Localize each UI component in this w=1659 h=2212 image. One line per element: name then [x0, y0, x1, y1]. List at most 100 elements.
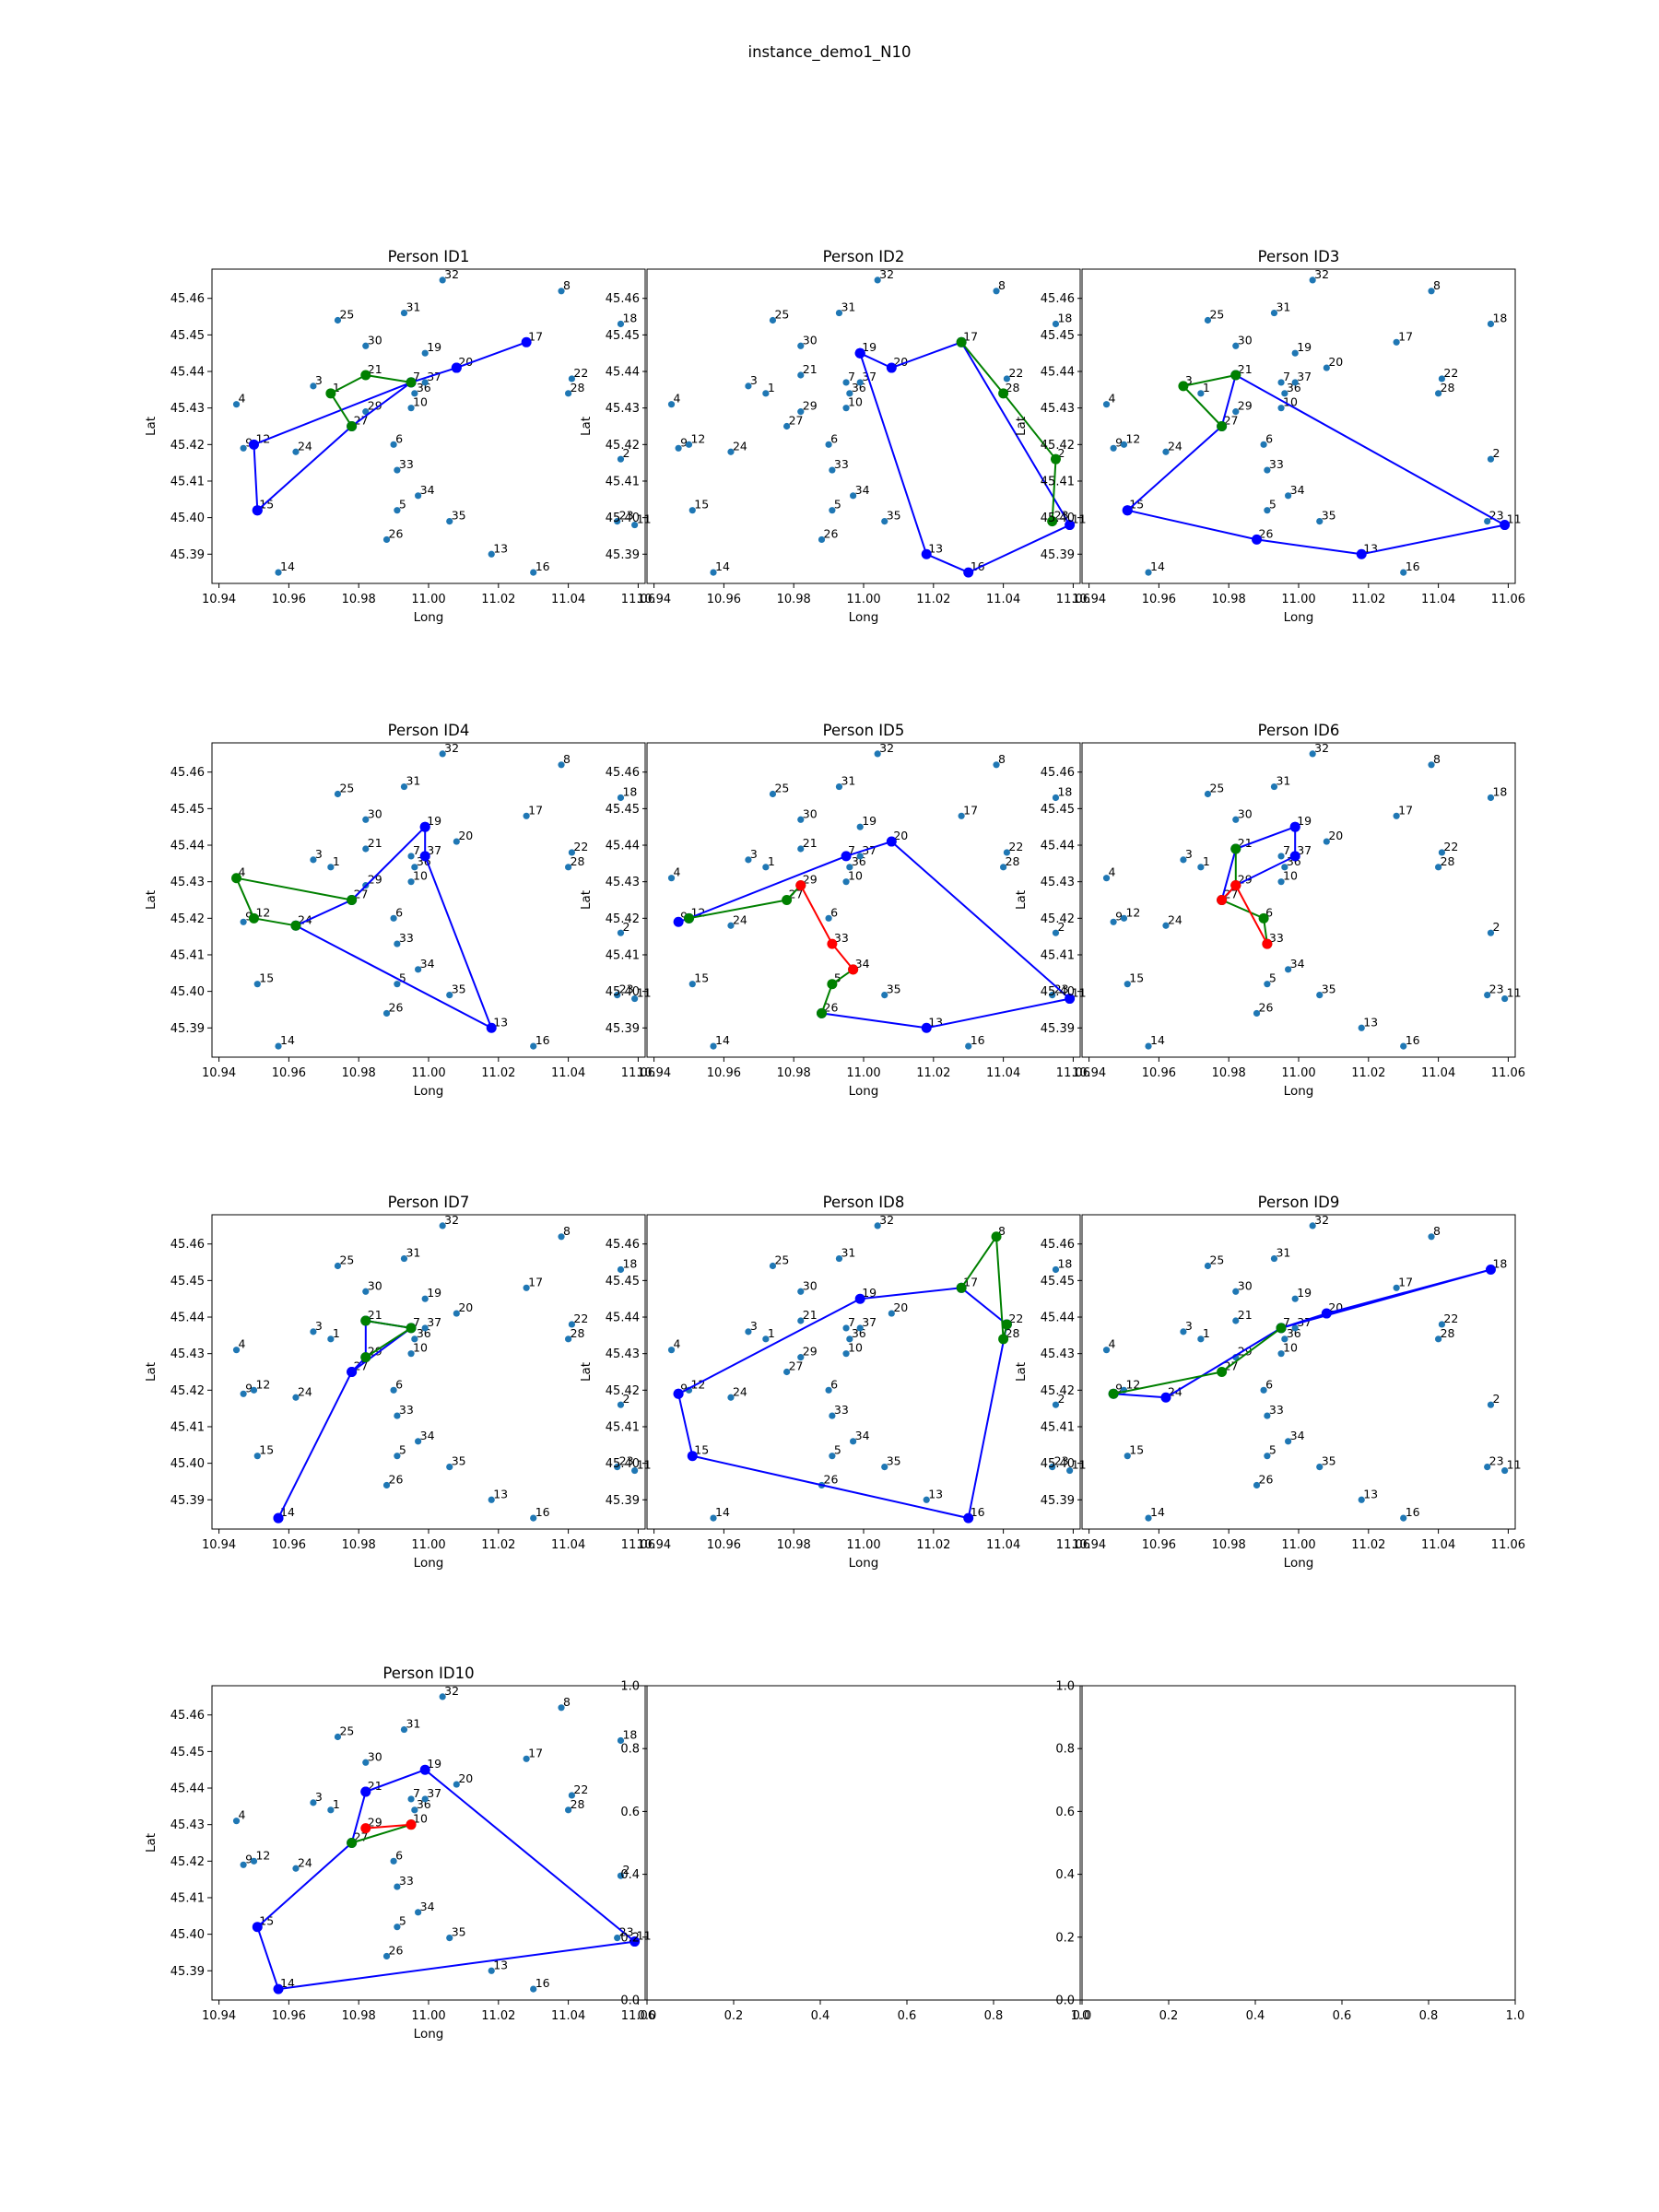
- location-label: 16: [1406, 1033, 1420, 1047]
- location-label: 24: [1168, 912, 1182, 926]
- y-tick-label: 45.42: [1041, 439, 1075, 453]
- location-label: 10: [1283, 395, 1298, 409]
- location-label: 11: [1072, 512, 1087, 526]
- location-point: [1323, 838, 1330, 845]
- location-point: [762, 1335, 770, 1343]
- y-tick-label: 0.4: [1055, 1868, 1075, 1882]
- location-label: 16: [1406, 559, 1420, 573]
- y-tick-label: 0.2: [620, 1931, 640, 1945]
- green-segment-marker: [1276, 1323, 1287, 1334]
- x-axis-label: Long: [1284, 1556, 1314, 1571]
- location-label: 14: [1150, 1505, 1165, 1519]
- y-tick-label: 0.4: [620, 1868, 640, 1882]
- location-label: 4: [674, 392, 681, 406]
- location-point: [1145, 1514, 1152, 1522]
- location-label: 3: [315, 373, 323, 387]
- location-label: 8: [1433, 752, 1441, 766]
- y-tick-label: 45.39: [171, 548, 205, 562]
- location-label: 16: [1406, 1505, 1420, 1519]
- location-label: 26: [389, 526, 404, 540]
- location-point: [240, 1861, 247, 1868]
- location-label: 8: [998, 752, 1006, 766]
- location-label: 30: [803, 333, 818, 347]
- location-label: 33: [399, 1874, 414, 1888]
- y-tick-label: 45.39: [171, 1022, 205, 1036]
- location-point: [1180, 1328, 1187, 1335]
- green-segment-marker: [991, 1231, 1002, 1242]
- subplot-title: Person ID9: [1258, 1194, 1340, 1211]
- location-label: 14: [280, 1033, 295, 1047]
- location-label: 17: [963, 803, 978, 817]
- green-segment-marker: [406, 1323, 417, 1334]
- location-point: [1316, 1463, 1324, 1471]
- subplot-title: Person ID5: [823, 722, 905, 739]
- x-tick-label: 1.0: [1071, 2009, 1090, 2023]
- green-segment: [329, 374, 412, 428]
- x-tick-label: 11.06: [1056, 1538, 1090, 1552]
- location-label: 6: [1265, 431, 1273, 445]
- location-point: [1264, 981, 1271, 988]
- y-tick-label: 45.46: [171, 292, 205, 306]
- green-segment-marker: [1047, 516, 1058, 527]
- location-point: [993, 761, 1000, 769]
- x-tick-label: 0.8: [1419, 2009, 1439, 2023]
- y-tick-label: 45.42: [606, 912, 640, 926]
- location-point: [530, 1985, 537, 1993]
- empty-subplot-2: 0.0 0.2 0.4 0.6 0.8 1.00.00.20.40.60.81.0: [1055, 1680, 1524, 2024]
- x-tick-label: 0.6: [1333, 2009, 1352, 2023]
- location-point: [1232, 342, 1240, 349]
- location-label: 3: [1185, 1319, 1193, 1333]
- location-label: 3: [750, 847, 758, 861]
- x-tick-label: 11.02: [916, 1538, 950, 1552]
- route-path-marker: [1485, 1264, 1496, 1275]
- location-point: [411, 1806, 418, 1814]
- green-segment-marker: [360, 1315, 371, 1326]
- location-point: [617, 794, 625, 802]
- location-label: 8: [563, 1695, 571, 1709]
- location-label: 13: [493, 1958, 508, 1971]
- green-segment-marker: [1001, 1319, 1012, 1330]
- location-point: [881, 1463, 888, 1471]
- location-label: 33: [399, 1403, 414, 1417]
- location-label: 21: [368, 362, 382, 376]
- red-segment: [1234, 885, 1268, 945]
- location-label: 34: [420, 1429, 435, 1442]
- location-label: 32: [444, 1213, 459, 1227]
- location-point: [614, 1934, 621, 1942]
- location-label: 13: [928, 1487, 943, 1500]
- location-label: 25: [774, 308, 789, 322]
- route-path-marker: [1500, 520, 1511, 531]
- location-point: [394, 466, 401, 474]
- location-label: 4: [239, 1808, 246, 1822]
- location-point: [617, 929, 625, 936]
- location-point: [232, 1818, 241, 1825]
- location-label: 35: [452, 509, 466, 523]
- location-point: [710, 569, 717, 576]
- location-label: 4: [239, 1337, 246, 1351]
- y-tick-label: 45.43: [171, 1818, 205, 1832]
- location-point: [446, 1934, 453, 1942]
- x-tick-label: 10.96: [707, 593, 741, 606]
- location-label: 9: [680, 435, 688, 449]
- red-segment: [365, 1823, 412, 1830]
- location-label: 10: [413, 395, 428, 409]
- location-label: 7: [413, 843, 420, 857]
- location-point: [1232, 816, 1240, 823]
- figure-title: instance_demo1_N10: [747, 43, 911, 62]
- location-point: [400, 1725, 408, 1734]
- location-point: [1428, 761, 1435, 769]
- location-label: 33: [1269, 1403, 1284, 1417]
- y-tick-label: 45.41: [1041, 1420, 1075, 1434]
- location-label: 4: [1109, 865, 1116, 879]
- y-tick-label: 45.39: [606, 548, 640, 562]
- location-point: [1435, 1335, 1442, 1343]
- green-segment-marker: [1178, 381, 1189, 392]
- y-axis-label: Lat: [1014, 417, 1029, 436]
- green-segment-marker: [360, 370, 371, 381]
- location-point: [1484, 991, 1491, 999]
- location-point: [1487, 1401, 1495, 1408]
- location-point: [421, 1324, 429, 1332]
- location-point: [1501, 1466, 1509, 1475]
- x-tick-label: 10.96: [1142, 1538, 1176, 1552]
